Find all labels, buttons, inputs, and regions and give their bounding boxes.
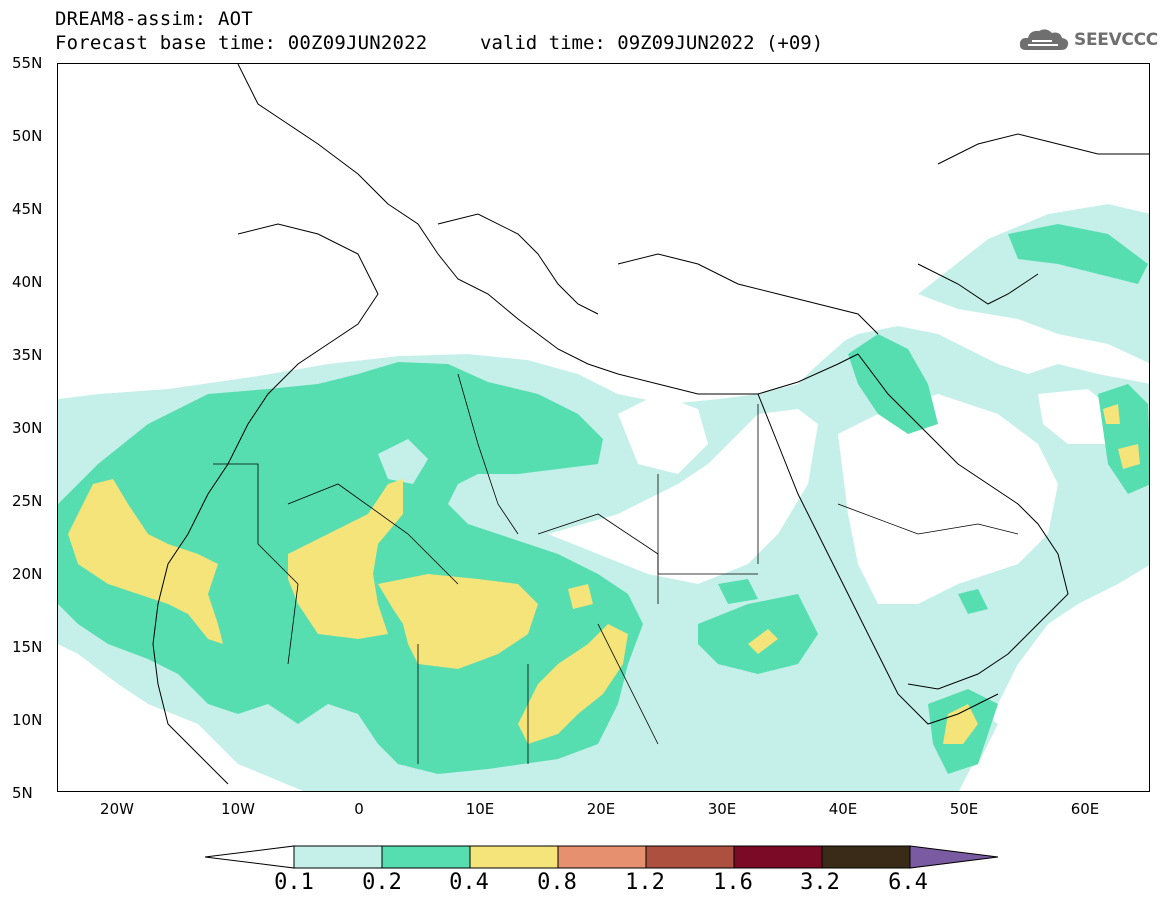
colorbar-segment-7: [821, 845, 911, 869]
x-label-30e: 30E: [707, 800, 737, 818]
aot-field-high: [68, 404, 1140, 744]
colorbar-label-6: 3.2: [800, 870, 840, 895]
y-label-5n: 5N: [12, 784, 33, 802]
x-label-50e: 50E: [949, 800, 979, 818]
x-label-60e: 60E: [1070, 800, 1100, 818]
colorbar-label-5: 1.6: [713, 870, 753, 895]
cloud-icon: [1019, 29, 1069, 50]
y-label-55n: 55N: [12, 54, 43, 72]
colorbar-label-7: 6.4: [888, 870, 928, 895]
y-label-25n: 25N: [12, 492, 43, 510]
colorbar: [205, 845, 999, 869]
colorbar-segment-under: [205, 845, 295, 869]
x-label-0: 0: [354, 800, 364, 818]
aot-map: [58, 64, 1149, 791]
colorbar-segment-4: [557, 845, 647, 869]
y-label-50n: 50N: [12, 127, 43, 145]
aot-field-clear: [58, 64, 1149, 604]
colorbar-label-4: 1.2: [625, 870, 665, 895]
colorbar-label-2: 0.4: [449, 870, 489, 895]
seevccc-logo: SEEVCCC: [1018, 26, 1158, 54]
forecast-base-time: Forecast base time: 00Z09JUN2022: [55, 32, 428, 54]
y-label-35n: 35N: [12, 346, 43, 364]
colorbar-segment-1: [293, 845, 383, 869]
y-label-40n: 40N: [12, 273, 43, 291]
colorbar-segment-over: [909, 845, 999, 869]
colorbar-label-3: 0.8: [537, 870, 577, 895]
coastlines: [152, 64, 1149, 785]
logo-text: SEEVCCC: [1074, 30, 1158, 50]
y-label-45n: 45N: [12, 200, 43, 218]
colorbar-segment-2: [381, 845, 471, 869]
y-label-20n: 20N: [12, 565, 43, 583]
x-label-10e: 10E: [465, 800, 495, 818]
x-label-20w: 20W: [100, 800, 134, 818]
country-borders: [213, 373, 1019, 764]
colorbar-segment-6: [733, 845, 823, 869]
colorbar-label-1: 0.2: [362, 870, 402, 895]
map-frame: [57, 63, 1150, 792]
colorbar-label-0: 0.1: [274, 870, 314, 895]
y-label-15n: 15N: [12, 638, 43, 656]
valid-time: valid time: 09Z09JUN2022 (+09): [480, 32, 824, 54]
x-label-10w: 10W: [221, 800, 255, 818]
y-label-10n: 10N: [12, 711, 43, 729]
x-label-20e: 20E: [586, 800, 616, 818]
y-label-30n: 30N: [12, 419, 43, 437]
x-label-40e: 40E: [828, 800, 858, 818]
map-title: DREAM8-assim: AOT: [55, 8, 253, 30]
colorbar-segment-3: [469, 845, 559, 869]
colorbar-segment-5: [645, 845, 735, 869]
